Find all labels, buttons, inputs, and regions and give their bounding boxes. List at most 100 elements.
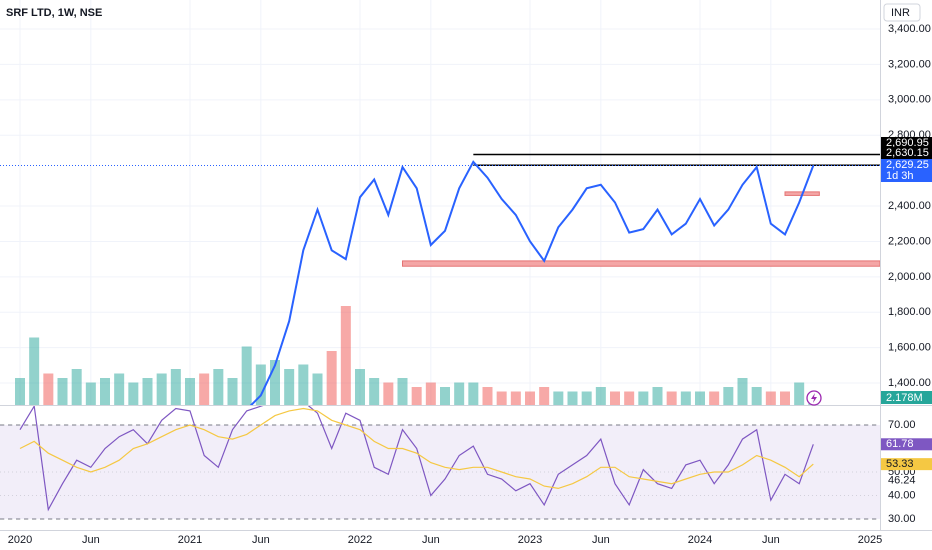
volume-bar	[411, 387, 422, 405]
volume-bar	[425, 382, 436, 405]
volume-bar	[638, 391, 649, 405]
volume-bar	[624, 391, 635, 405]
volume-bar	[156, 373, 167, 405]
volume-bar	[794, 382, 805, 405]
volume-bar	[128, 382, 139, 405]
y-tick-label: 40.00	[888, 489, 916, 501]
volume-bar	[595, 387, 606, 405]
zone	[402, 260, 880, 267]
volume-bar	[539, 387, 550, 405]
volume-bar	[270, 360, 280, 405]
volume-bar	[326, 351, 337, 405]
last-price-box	[880, 159, 932, 182]
rsi-extra-label: 46.24	[888, 475, 916, 487]
level-label-box	[880, 147, 932, 159]
volume-label: 2.178M	[886, 392, 923, 404]
volume-bar	[170, 369, 181, 405]
volume-bar	[737, 378, 748, 405]
volume-bar	[709, 391, 720, 405]
x-tick-label: Jun	[592, 534, 610, 546]
rsi-band	[0, 424, 880, 519]
series-line	[19, 406, 814, 512]
y-tick-label: 3,400.00	[888, 23, 931, 35]
alert-icon-bolt	[811, 393, 817, 403]
y-tick-label: 1,400.00	[888, 377, 931, 389]
volume-bar	[284, 369, 295, 405]
chart-title: SRF LTD, 1W, NSE	[6, 7, 102, 19]
volume-bar	[765, 391, 776, 405]
volume-bar	[454, 382, 465, 405]
level-label-box	[880, 137, 932, 149]
volume-bar	[43, 373, 54, 405]
volume-bar	[751, 387, 762, 405]
volume-bar	[369, 378, 380, 405]
rsi-value-box	[880, 438, 932, 451]
volume-label-box	[880, 391, 932, 404]
volume-bar	[525, 391, 535, 405]
volume-bar	[496, 391, 507, 405]
volume-bar	[142, 378, 153, 405]
currency-button[interactable]	[883, 3, 921, 22]
x-tick-label: Jun	[252, 534, 270, 546]
price-panel	[0, 0, 880, 405]
x-tick-label: Jun	[422, 534, 440, 546]
volume-bar	[610, 391, 620, 405]
volume-bar	[241, 346, 252, 405]
volume-bar	[29, 337, 40, 405]
y-tick-label: 3,000.00	[888, 94, 931, 106]
countdown: 1d 3h	[886, 170, 914, 182]
volume-bar	[510, 391, 521, 405]
series-line	[249, 160, 815, 405]
volume-bar	[468, 382, 479, 405]
y-tick-label: 2,000.00	[888, 271, 931, 283]
volume-bar	[85, 382, 96, 405]
rsi-value-label: 61.78	[886, 438, 914, 450]
y-tick-label: 2,200.00	[888, 235, 931, 247]
volume-bar	[666, 391, 677, 405]
y-tick-label: 70.00	[888, 419, 916, 431]
volume-bar	[440, 387, 450, 405]
y-tick-label: 3,200.00	[888, 58, 931, 70]
axes: 1,400.00 1,600.00 1,800.00 2,000.00 2,200.00…	[8, 23, 932, 546]
volume-bar	[213, 369, 224, 405]
volume-bar	[15, 378, 25, 405]
rsi-value-label: 53.33	[886, 458, 914, 470]
volume-bar	[114, 373, 125, 405]
volume-bar	[340, 306, 351, 405]
volume-bar	[312, 373, 323, 405]
x-tick-label: 2025	[858, 534, 882, 546]
volume-bar	[723, 387, 734, 405]
volume-bar	[680, 391, 691, 405]
x-tick-label: Jun	[82, 534, 100, 546]
y-tick-label: 2,400.00	[888, 200, 931, 212]
x-tick-label: Jun	[762, 534, 780, 546]
x-tick-label: 2024	[688, 534, 712, 546]
volume-bar	[383, 382, 394, 405]
volume-bar	[298, 364, 309, 405]
volume-bar	[581, 391, 592, 405]
x-tick-label: 2022	[348, 534, 372, 546]
volume-bar	[355, 369, 365, 405]
y-tick-label: 1,800.00	[888, 306, 931, 318]
currency[interactable]: INR	[891, 7, 910, 19]
series-line	[19, 407, 814, 490]
x-tick-label: 2020	[8, 534, 32, 546]
volume-bar	[71, 369, 82, 405]
volume-bar	[652, 387, 663, 405]
volume-bar	[255, 364, 266, 405]
volume-bar	[567, 391, 578, 405]
x-tick-label: 2021	[178, 534, 202, 546]
volume-bar	[57, 378, 68, 405]
rsi-value-box	[880, 458, 932, 471]
y-tick-label: 30.00	[888, 513, 916, 525]
volume-bar	[695, 391, 705, 405]
last-price-label: 2,629.25	[886, 159, 929, 171]
volume-bar	[780, 391, 790, 405]
rsi-panel	[0, 406, 880, 520]
volume-bar	[397, 378, 408, 405]
volume-bar	[100, 378, 110, 405]
volume-bar	[227, 378, 238, 405]
volume-bar	[553, 391, 564, 405]
